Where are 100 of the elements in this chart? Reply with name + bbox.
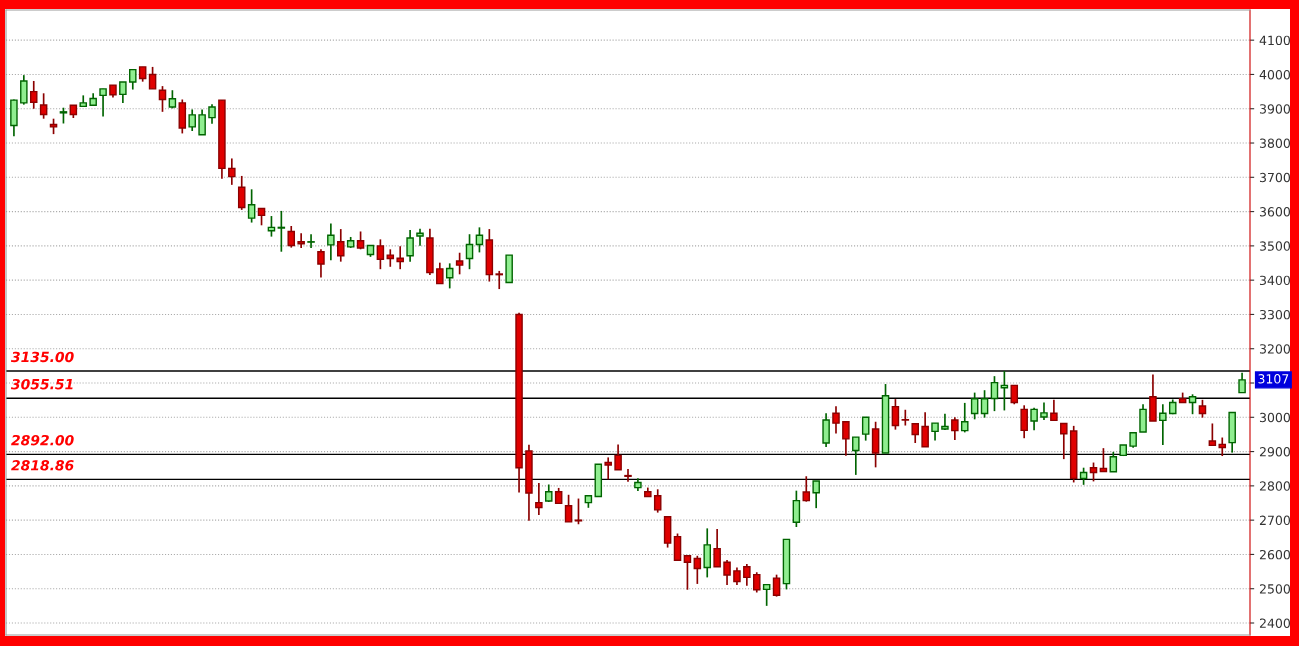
candlestick: [1208, 422, 1217, 447]
y-tick-label: 3700: [1259, 172, 1291, 183]
candlestick: [228, 157, 236, 186]
candlestick: [703, 527, 712, 579]
candlestick: [1159, 403, 1167, 446]
candlestick: [1139, 403, 1147, 433]
candlestick: [237, 175, 246, 211]
ref-line-label: 3135.00: [10, 351, 74, 363]
candlestick: [386, 248, 395, 268]
candlestick: [852, 436, 860, 476]
y-tick-label: 2500: [1259, 584, 1291, 594]
candlestick: [436, 261, 444, 285]
y-tick-label: 3300: [1259, 309, 1291, 320]
y-tick-label: 3500: [1259, 241, 1291, 251]
candlestick: [455, 251, 464, 276]
candlestick: [29, 80, 38, 110]
y-tick-label: 2600: [1259, 549, 1291, 560]
candlestick: [445, 262, 454, 290]
candlestick: [802, 475, 811, 503]
y-tick-label: 3000: [1259, 412, 1291, 423]
y-tick-label: 2400: [1259, 618, 1291, 628]
y-tick-label: 3600: [1259, 207, 1291, 217]
ref-line-label: 2892.00: [11, 434, 74, 446]
candlestick: [762, 583, 771, 607]
candlestick: [247, 188, 256, 224]
candlestick: [327, 222, 335, 262]
candlestick: [891, 398, 900, 431]
y-tick-label: 2900: [1259, 447, 1291, 457]
candlestick: [307, 233, 315, 249]
y-tick-label: 3200: [1259, 344, 1291, 354]
candlestick: [871, 420, 880, 469]
candlestick: [376, 238, 385, 271]
candlestick: [39, 92, 48, 120]
candlestick: [1010, 384, 1019, 406]
candlestick: [564, 493, 573, 523]
candlestick: [495, 270, 504, 290]
candlestick: [673, 532, 682, 562]
candlestick: [287, 225, 296, 249]
candlestick: [1109, 451, 1118, 473]
y-tick-label: 2700: [1259, 515, 1291, 526]
candlestick: [960, 402, 969, 434]
candlestick: [1020, 404, 1028, 440]
candlestick: [129, 68, 137, 91]
y-tick-label: 4100: [1259, 35, 1291, 46]
candlestick: [693, 554, 702, 585]
candlestick: [99, 88, 107, 118]
y-tick-label: 3800: [1259, 138, 1291, 148]
candlestick: [812, 480, 820, 509]
y-tick-label: 3400: [1259, 275, 1291, 286]
candlestick: [208, 103, 216, 125]
candlestick: [1050, 398, 1058, 422]
candlestick: [921, 411, 929, 448]
candlestick: [406, 229, 414, 263]
candlestick: [396, 245, 404, 271]
candlestick: [1089, 461, 1098, 483]
candlestick: [723, 559, 731, 586]
candlestick: [911, 422, 919, 444]
candlestick: [792, 489, 801, 528]
candlestick: [475, 226, 484, 254]
candlestick: [752, 571, 761, 594]
y-tick-label: 3900: [1259, 104, 1291, 114]
candlestick: [1000, 370, 1009, 412]
candlestick: [970, 391, 979, 421]
candlestick: [990, 375, 999, 412]
candlestick: [1030, 406, 1038, 432]
candlestick: [1188, 393, 1197, 416]
candlestick: [277, 210, 286, 253]
candlestick: [861, 416, 870, 442]
candlestick: [337, 228, 345, 263]
y-tick-label: 2800: [1259, 481, 1291, 491]
text: 3107: [1258, 374, 1289, 384]
candlestick: [951, 416, 959, 441]
candlestick: [822, 412, 830, 448]
candlestick: [1238, 371, 1246, 394]
candlestick: [832, 405, 840, 435]
y-tick-label: 4000: [1259, 69, 1291, 80]
candlestick: [743, 563, 751, 587]
candlestick: [574, 497, 583, 526]
candlestick: [317, 248, 325, 279]
candlestick: [1060, 422, 1068, 460]
candlestick: [653, 488, 662, 514]
candlestick: [158, 85, 167, 113]
candlestick: [614, 443, 622, 471]
candlestick: [119, 81, 127, 104]
ref-line-label: 3055.51: [10, 378, 73, 390]
candlestick: [465, 233, 474, 271]
candlestick: [713, 528, 721, 568]
candlestick: [980, 389, 989, 419]
ref-line-label: 2818.86: [11, 460, 74, 471]
candlestick: [20, 74, 28, 106]
candlestick: [624, 468, 632, 483]
candlestick: [842, 420, 850, 457]
candlestick: [198, 108, 206, 136]
candlestick: [604, 456, 612, 481]
candlestick: [772, 573, 781, 598]
candlestick: [901, 408, 910, 427]
candlestick: [188, 108, 196, 132]
candlestick: [535, 482, 543, 516]
candlestick: [683, 554, 692, 591]
candlestick: [148, 66, 157, 90]
